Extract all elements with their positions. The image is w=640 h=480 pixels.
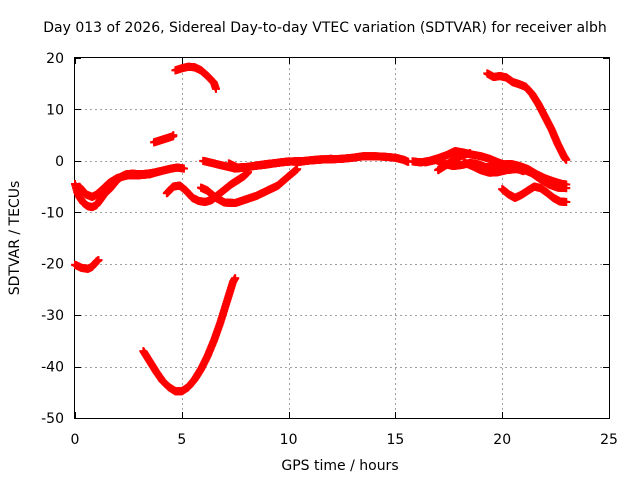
- data-point: [94, 256, 103, 265]
- data-points: [71, 62, 571, 396]
- series-arc-8: [197, 165, 302, 208]
- data-point: [179, 164, 188, 173]
- series-arc-14: [434, 149, 475, 175]
- series-arc-16: [483, 69, 571, 164]
- data-point: [156, 167, 165, 176]
- x-tick-label: 5: [177, 432, 186, 448]
- series-arc-3: [71, 256, 103, 273]
- series-arc-7: [162, 168, 253, 206]
- y-tick-label: -50: [41, 411, 64, 427]
- series-arc-15: [498, 182, 571, 206]
- y-tick-label: -40: [41, 360, 64, 376]
- y-tick-label: -20: [41, 257, 64, 273]
- y-tick-label: -10: [41, 205, 64, 221]
- data-point: [327, 154, 336, 163]
- x-tick-label: 25: [600, 432, 618, 448]
- axis-ticks: [75, 58, 610, 419]
- x-tick-label: 20: [493, 432, 511, 448]
- data-point: [211, 84, 220, 93]
- y-tick-label: 0: [55, 154, 64, 170]
- series-arc-13: [459, 158, 571, 193]
- x-tick-label: 10: [280, 432, 298, 448]
- chart-title: Day 013 of 2026, Sidereal Day-to-day VTE…: [43, 20, 606, 36]
- y-tick-label: -30: [41, 308, 64, 324]
- series-arc-5: [171, 62, 220, 93]
- x-tick-label: 0: [71, 432, 80, 448]
- data-point: [293, 165, 302, 174]
- data-point: [466, 149, 475, 158]
- tick-labels: 0 5 10 15 20 25 -50 -40 -30 -20 -10 0 10 20: [41, 51, 618, 448]
- data-point: [169, 131, 178, 140]
- data-point: [562, 184, 571, 193]
- grid: [75, 58, 609, 418]
- data-point: [562, 198, 571, 206]
- plot-frame: [74, 57, 610, 419]
- series-arc-6: [139, 274, 240, 396]
- series-arc-2: [75, 167, 165, 201]
- series-arc-10: [224, 154, 336, 172]
- x-axis-label: GPS time / hours: [281, 458, 398, 474]
- series-arc-4: [150, 131, 178, 147]
- x-tick-label: 15: [386, 432, 404, 448]
- data-point: [562, 155, 571, 164]
- data-point: [231, 274, 240, 283]
- y-tick-label: 10: [46, 102, 64, 118]
- y-axis-label: SDTVAR / TECUs: [7, 181, 23, 296]
- y-tick-label: 20: [46, 51, 64, 67]
